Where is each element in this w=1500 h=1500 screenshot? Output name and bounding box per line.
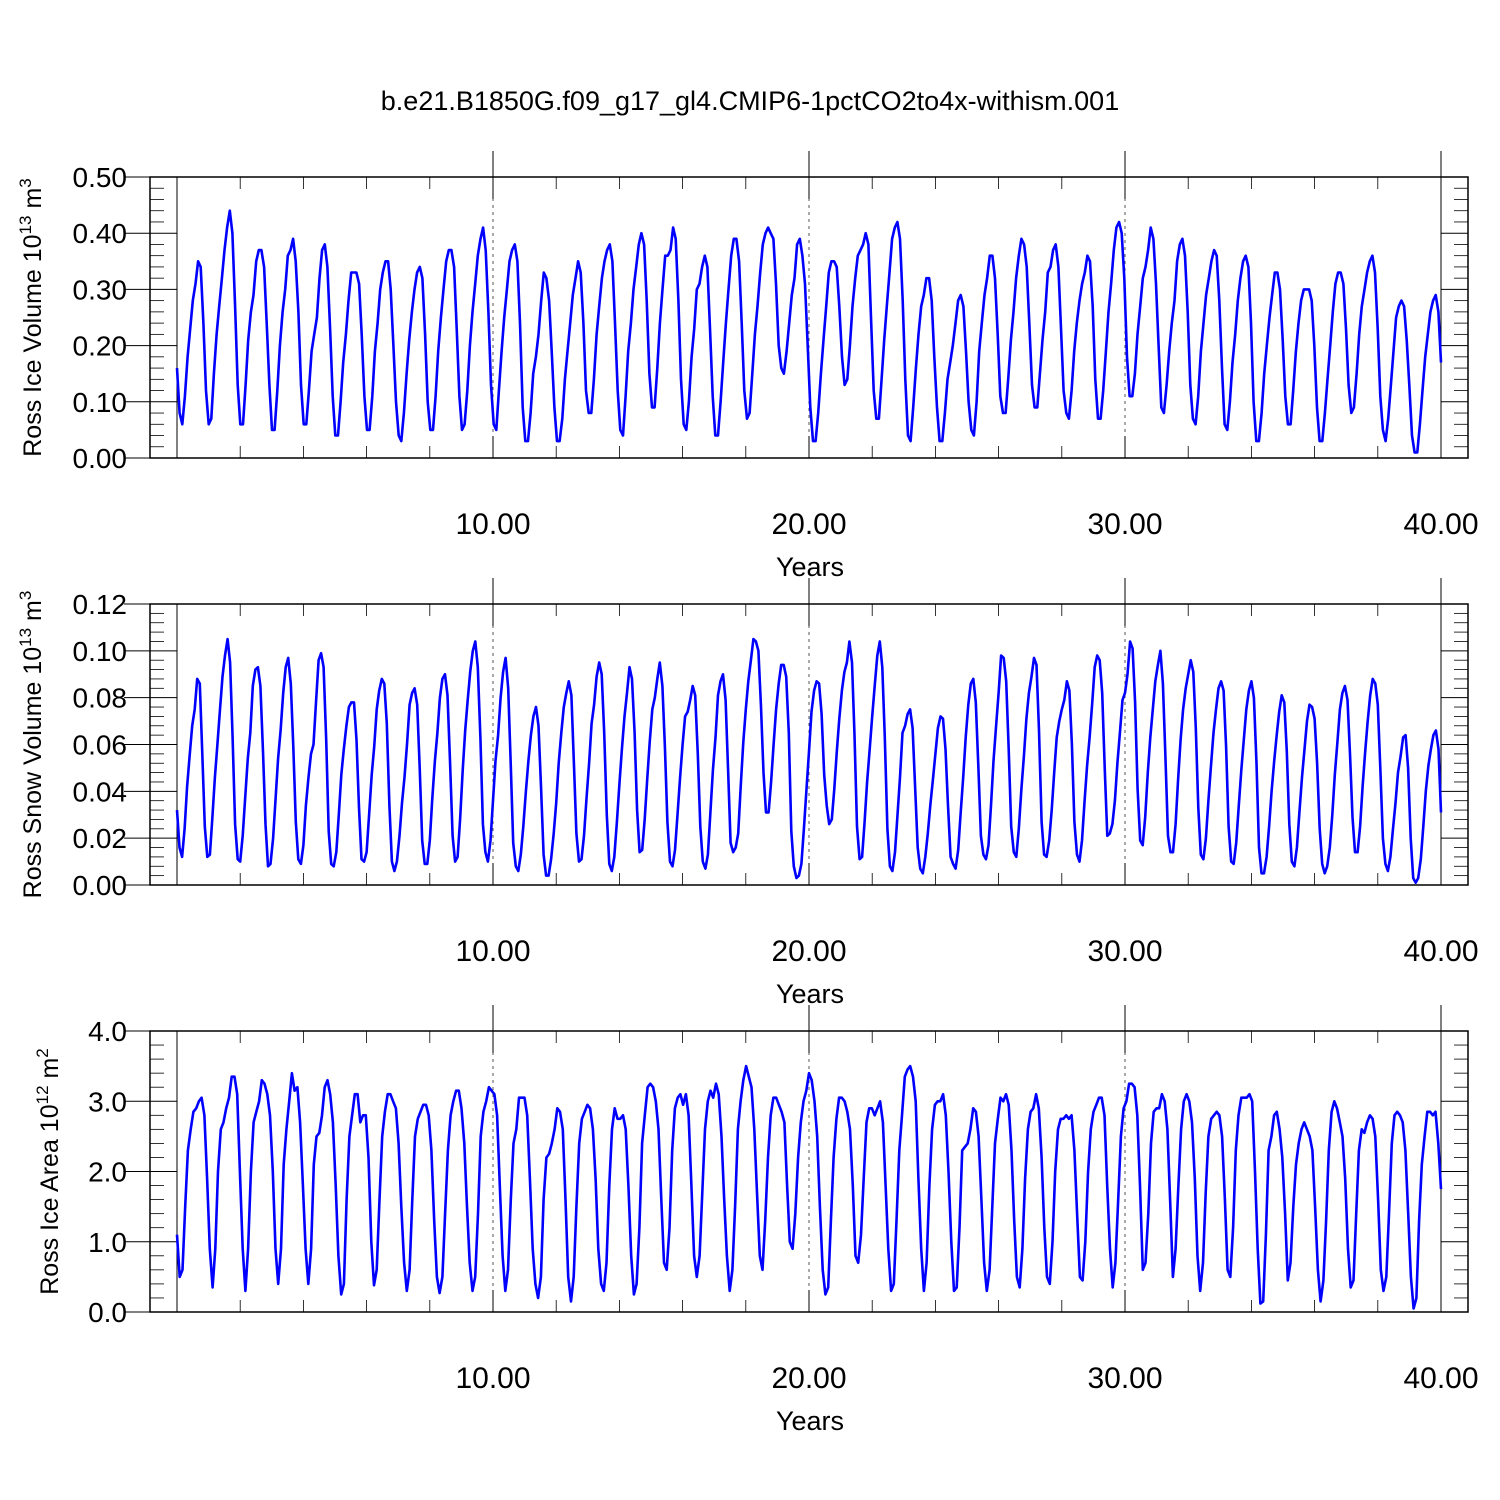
y-tick-label: 0.50 <box>73 162 128 193</box>
panel-ice-area: 0.0 1.0 2.0 3.0 4.0 10.00 20.00 30.00 40.00 Years… <box>33 1005 1479 1436</box>
y-tick-label: 0.40 <box>73 218 128 249</box>
figure-title: b.e21.B1850G.f09_g17_gl4.CMIP6-1pctCO2to… <box>380 86 1120 116</box>
x-tick-label: 40.00 <box>1403 1362 1478 1395</box>
y-tick-label: 0.10 <box>73 636 128 667</box>
x-tick-label: 30.00 <box>1087 935 1162 968</box>
y-tick-label: 1.0 <box>88 1227 127 1258</box>
y-tick-label: 0.02 <box>73 823 128 854</box>
x-axis-label: Years <box>776 1406 844 1436</box>
y-tick-label: 0.12 <box>73 589 128 620</box>
y-tick-label: 4.0 <box>88 1016 127 1047</box>
x-tick-label: 30.00 <box>1087 508 1162 541</box>
y-tick-label: 3.0 <box>88 1086 127 1117</box>
x-tick-label: 10.00 <box>455 1362 530 1395</box>
x-tick-label: 40.00 <box>1403 935 1478 968</box>
y-axis-label: Ross Ice Volume 1013 m3 <box>16 178 47 457</box>
y-tick-label: 0.10 <box>73 387 128 418</box>
x-tick-label: 10.00 <box>455 508 530 541</box>
y-tick-label: 2.0 <box>88 1157 127 1188</box>
x-tick-label: 20.00 <box>771 1362 846 1395</box>
y-tick-label: 0.30 <box>73 274 128 305</box>
y-axis-label: Ross Snow Volume 1013 m3 <box>16 591 47 899</box>
y-tick-label: 0.06 <box>73 730 128 761</box>
x-axis-label: Years <box>776 979 844 1009</box>
y-tick-label: 0.20 <box>73 331 128 362</box>
x-axis-label: Years <box>776 552 844 582</box>
y-axis-label: Ross Ice Area 1012 m2 <box>33 1048 64 1295</box>
x-tick-label: 20.00 <box>771 508 846 541</box>
data-series-line <box>175 637 1443 885</box>
y-tick-label: 0.0 <box>88 1297 127 1328</box>
data-series-line <box>175 209 1443 454</box>
y-tick-label: 0.00 <box>73 870 128 901</box>
x-tick-label: 10.00 <box>455 935 530 968</box>
x-tick-label: 20.00 <box>771 935 846 968</box>
y-tick-label: 0.08 <box>73 683 128 714</box>
panel-ice-volume: 0.00 0.10 0.20 0.30 0.40 0.50 10.00 20.00 30.00 4… <box>16 151 1479 582</box>
data-series-line <box>175 1064 1443 1310</box>
panel-snow-volume: 0.00 0.02 0.04 0.06 0.08 0.10 0.12 10.00 20.00 30… <box>16 578 1479 1009</box>
y-tick-label: 0.00 <box>73 443 128 474</box>
x-tick-label: 30.00 <box>1087 1362 1162 1395</box>
y-tick-label: 0.04 <box>73 776 128 807</box>
x-tick-label: 40.00 <box>1403 508 1478 541</box>
